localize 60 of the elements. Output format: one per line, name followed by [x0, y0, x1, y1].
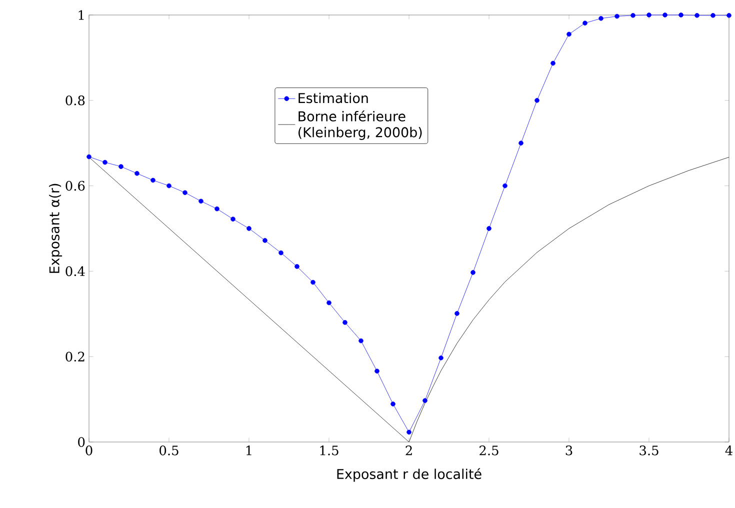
point [710, 13, 716, 18]
point [550, 60, 556, 66]
point [566, 32, 572, 37]
point [534, 98, 540, 103]
x-tick-label: 2.5 [480, 446, 498, 456]
point [182, 190, 188, 196]
y-tick-label: 1 [78, 10, 84, 20]
point [486, 226, 492, 231]
x-axis-title: Exposant r de localité [337, 468, 482, 482]
x-tick-label: 3 [566, 446, 572, 456]
point [502, 183, 508, 188]
x-tick-label: 0.5 [160, 446, 178, 456]
point [214, 206, 220, 212]
point [262, 238, 268, 243]
point [694, 13, 700, 18]
point [630, 13, 636, 18]
point [278, 250, 284, 256]
y-tick-label: 0.6 [66, 180, 85, 191]
point [454, 311, 460, 316]
y-tick-label: 0 [78, 437, 85, 447]
point [726, 13, 732, 18]
point [374, 368, 380, 374]
point [166, 183, 172, 188]
point [198, 198, 204, 204]
point [470, 270, 476, 275]
point [246, 226, 252, 231]
point [342, 320, 348, 325]
point [438, 355, 444, 360]
point [582, 20, 588, 26]
point [150, 178, 156, 183]
point [102, 160, 108, 165]
point [326, 300, 332, 306]
point [598, 16, 604, 21]
point [518, 140, 524, 146]
point [310, 280, 316, 285]
point [678, 12, 684, 18]
point [230, 216, 236, 222]
y-tick-label: 0.2 [66, 352, 84, 362]
point [86, 154, 92, 160]
point [134, 171, 140, 176]
point [390, 402, 396, 406]
y-tick-label: 0.4 [66, 266, 85, 276]
y-axis-title: Exposant α(r) [49, 184, 62, 273]
point [294, 264, 300, 269]
legend-label: Estimation [298, 92, 368, 104]
x-tick-label: 3.5 [640, 446, 658, 456]
x-tick-label: 2 [406, 446, 412, 456]
point [646, 12, 652, 18]
x-tick-label: 1 [246, 446, 252, 456]
point [662, 12, 668, 18]
x-tick-label: 1.5 [320, 446, 338, 456]
point [118, 164, 124, 169]
x-tick-label: 4 [725, 446, 732, 456]
point [614, 14, 620, 19]
x-tick-label: 0 [86, 446, 92, 456]
point [406, 430, 412, 435]
y-tick-label: 0.8 [66, 96, 85, 106]
point [422, 398, 428, 403]
point [358, 338, 364, 344]
legend-label: Borne inférieure (Kleinberg, 2000b) [298, 110, 422, 140]
